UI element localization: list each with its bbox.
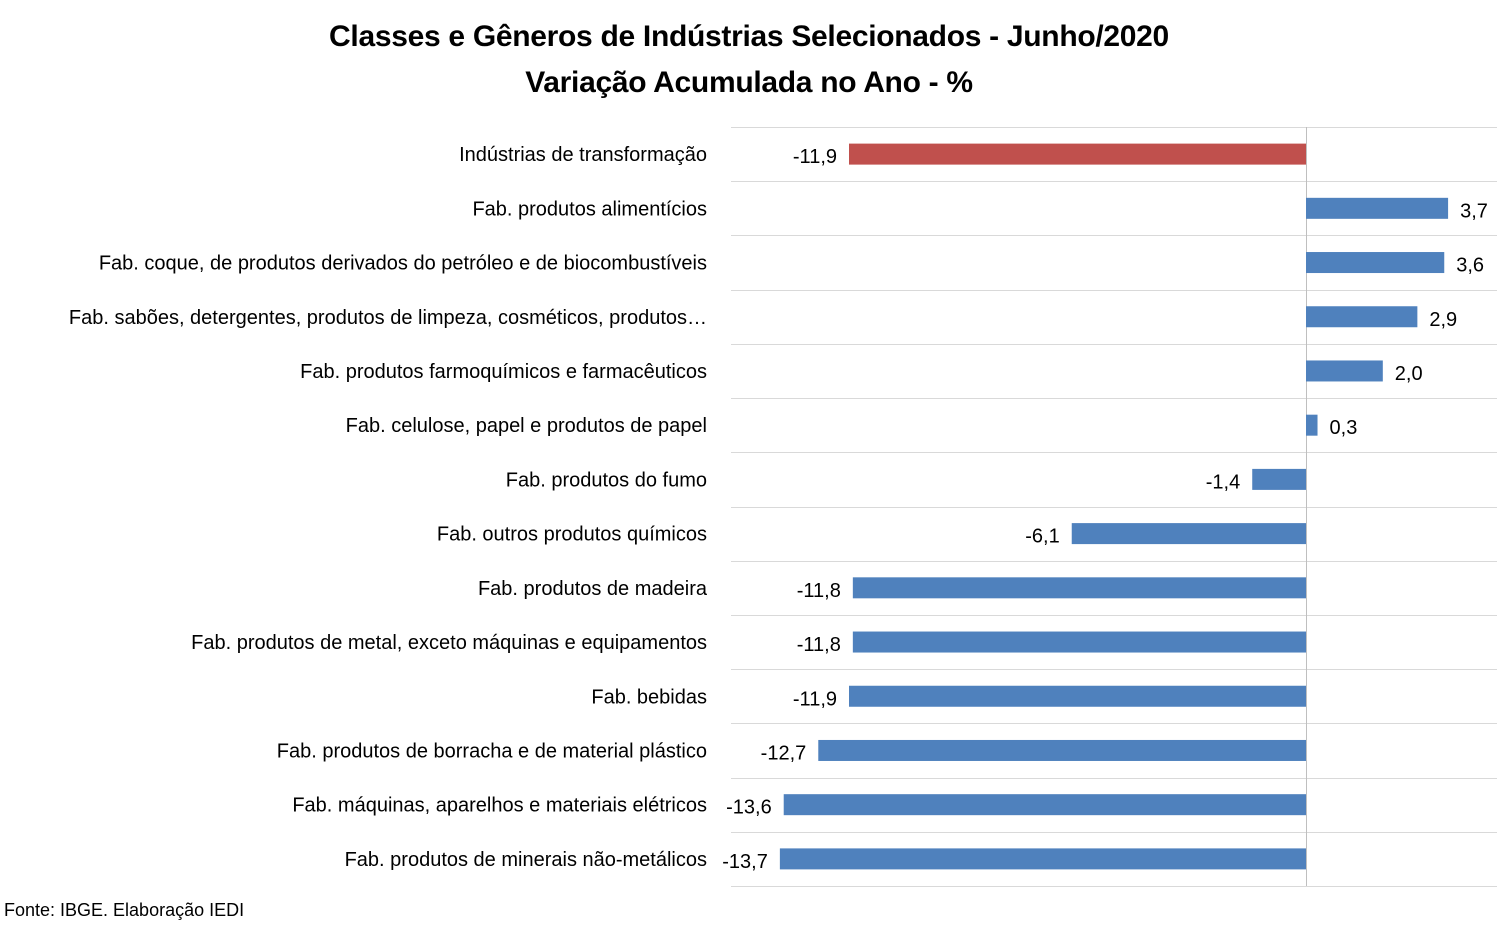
data-label: -6,1: [1025, 526, 1059, 548]
bar: [852, 577, 1306, 599]
category-label: Fab. celulose, papel e produtos de papel: [346, 415, 707, 437]
bar: [849, 143, 1306, 165]
category-label: Fab. produtos de madeira: [478, 578, 708, 600]
data-label: -11,9: [793, 688, 837, 710]
bar: [779, 848, 1306, 870]
category-label: Fab. produtos de minerais não-metálicos: [345, 849, 707, 871]
category-label: Fab. coque, de produtos derivados do pet…: [99, 253, 707, 275]
bar: [1306, 252, 1445, 274]
data-label: 3,6: [1456, 255, 1484, 277]
category-label: Fab. produtos de borracha e de material …: [277, 740, 707, 762]
bar: [1252, 468, 1306, 490]
bar: [1306, 414, 1318, 436]
data-label: -13,6: [726, 797, 772, 819]
bar: [818, 739, 1306, 761]
data-label: -1,4: [1206, 471, 1240, 493]
bar: [1306, 197, 1449, 219]
category-label: Fab. produtos de metal, exceto máquinas …: [191, 632, 707, 654]
bar: [852, 631, 1306, 653]
data-label: -11,8: [797, 634, 841, 656]
category-label: Fab. produtos do fumo: [506, 469, 707, 491]
data-label: -13,7: [722, 851, 768, 873]
data-label: -11,9: [793, 146, 837, 168]
category-label: Fab. produtos farmoquímicos e farmacêuti…: [300, 361, 707, 383]
category-label: Fab. outros produtos químicos: [437, 524, 707, 546]
chart-title-line-1: Classes e Gêneros de Indústrias Selecion…: [329, 20, 1169, 53]
data-label: -11,8: [797, 580, 841, 602]
bar: [849, 685, 1306, 707]
data-label: 2,0: [1395, 363, 1423, 385]
category-label: Fab. sabões, detergentes, produtos de li…: [69, 307, 707, 329]
bar: [1306, 306, 1418, 328]
chart-title-line-2: Variação Acumulada no Ano - %: [525, 66, 973, 99]
bar: [783, 794, 1306, 816]
data-label: 0,3: [1330, 417, 1358, 439]
data-label: -12,7: [761, 742, 807, 764]
category-label: Indústrias de transformação: [459, 144, 707, 166]
data-label: 2,9: [1429, 309, 1457, 331]
category-label: Fab. produtos alimentícios: [472, 198, 707, 220]
category-label: Fab. bebidas: [591, 686, 707, 708]
bar: [1306, 360, 1383, 382]
source-note: Fonte: IBGE. Elaboração IEDI: [4, 900, 245, 920]
data-label: 3,7: [1460, 200, 1488, 222]
bar: [1071, 523, 1306, 545]
category-label: Fab. máquinas, aparelhos e materiais elé…: [292, 795, 707, 817]
